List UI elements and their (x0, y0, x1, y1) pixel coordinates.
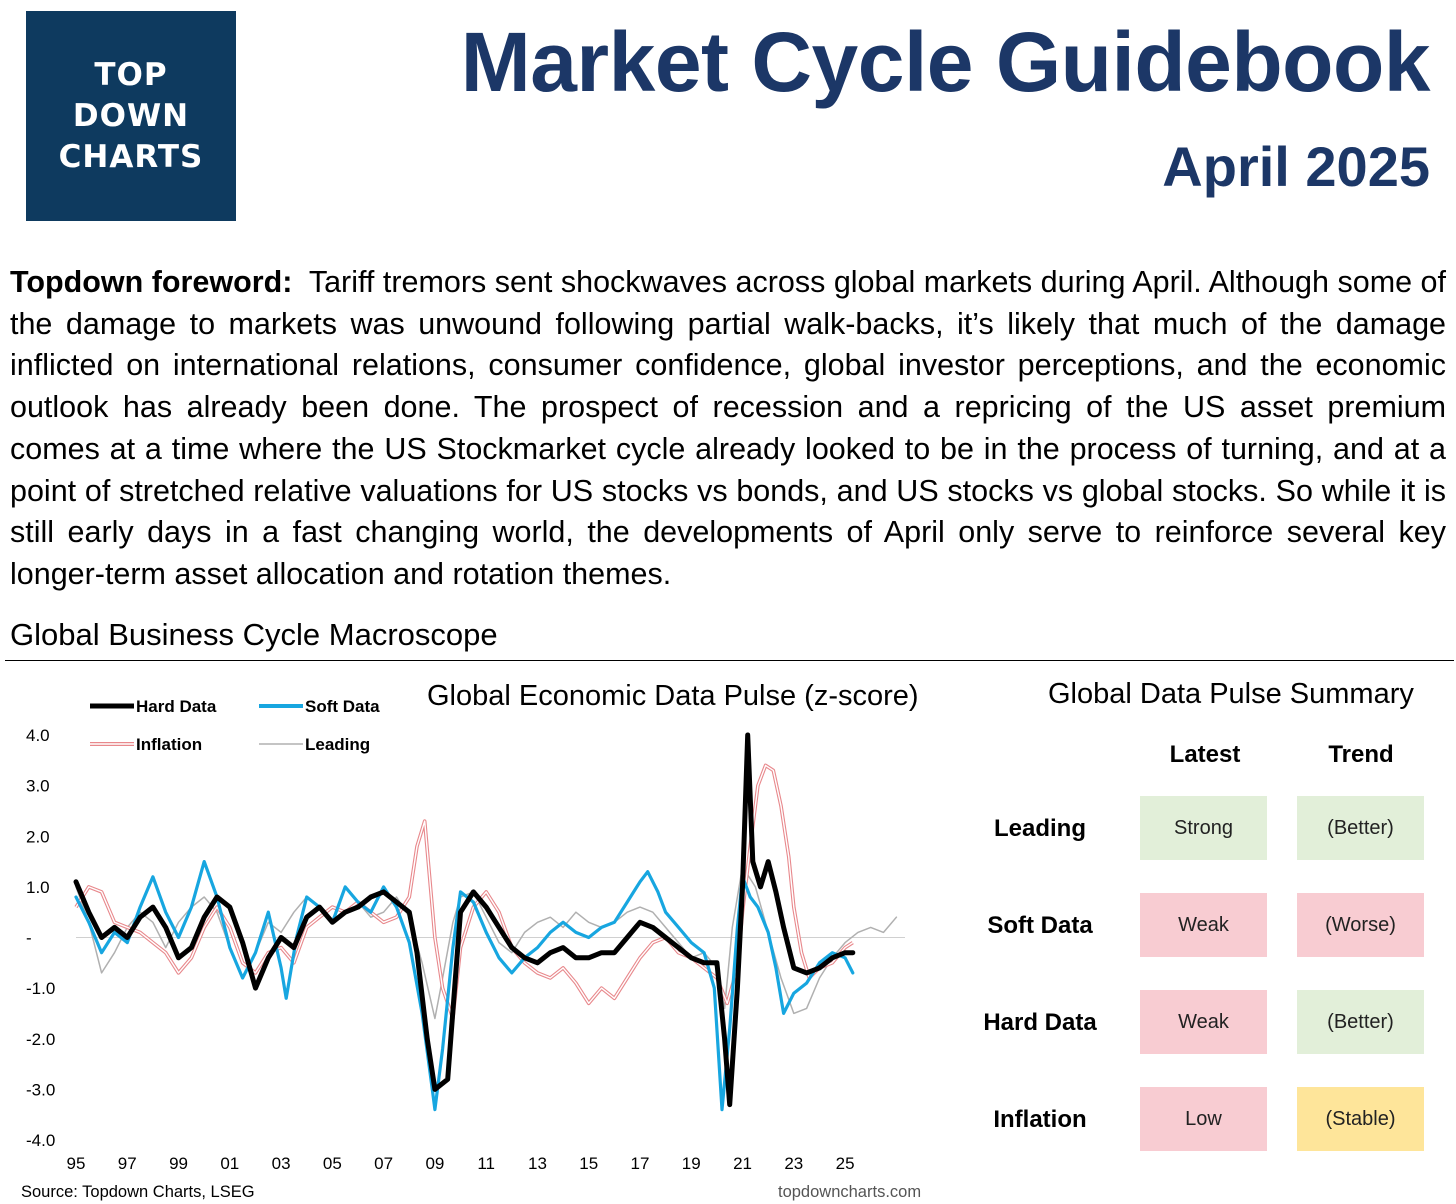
x-tick-label: 23 (784, 1154, 803, 1173)
foreword-label: Topdown foreword: (10, 265, 293, 299)
foreword-paragraph: Topdown foreword: Tariff tremors sent sh… (10, 262, 1446, 596)
x-tick-label: 13 (528, 1154, 547, 1173)
y-tick-label: -2.0 (26, 1030, 55, 1049)
y-tick-label: -3.0 (26, 1080, 55, 1099)
x-tick-label: 01 (220, 1154, 239, 1173)
x-tick-label: 03 (272, 1154, 291, 1173)
cell-hard-data-trend: (Better) (1297, 990, 1424, 1054)
series-line-hard-data (73, 732, 856, 1108)
series-line-leading (75, 865, 898, 1020)
x-tick-label: 97 (118, 1154, 137, 1173)
y-tick-label: 2.0 (26, 827, 50, 846)
foreword-text: Tariff tremors sent shockwaves across gl… (10, 265, 1446, 591)
x-tick-label: 09 (425, 1154, 444, 1173)
logo-line-2: DOWN (72, 97, 190, 134)
x-tick-label: 11 (477, 1154, 495, 1173)
cell-soft-data-latest: Weak (1140, 893, 1267, 957)
section-title: Global Business Cycle Macroscope (10, 617, 498, 652)
data-pulse-chart: 4.0 3.0 2.0 1.0 - -1.0 -2.0 -3.0 -4.0 95 97 99 01 03… (26, 697, 905, 1173)
row-label-hard-data: Hard Data (983, 1009, 1097, 1036)
series-layer (73, 732, 898, 1112)
x-tick-label: 15 (579, 1154, 598, 1173)
x-tick-label: 07 (374, 1154, 393, 1173)
x-tick-label: 05 (323, 1154, 342, 1173)
top-down-charts-logo: TOP DOWN CHARTS (26, 11, 236, 221)
cell-leading-latest: Strong (1140, 796, 1267, 860)
x-axis: 95 97 99 01 03 05 07 09 11 13 15 17 19 21 23 25 (67, 1154, 855, 1173)
chart-legend: Hard Data Soft Data Inflation Leading (90, 697, 380, 754)
col-head-latest: Latest (1169, 741, 1241, 768)
row-label-soft-data: Soft Data (987, 912, 1093, 939)
legend-inflation: Inflation (136, 735, 202, 754)
y-tick-label: - (26, 929, 32, 948)
y-tick-label: -4.0 (26, 1131, 55, 1150)
page-title: Market Cycle Guidebook (460, 15, 1431, 109)
chart-source: Source: Topdown Charts, LSEG (21, 1183, 255, 1201)
x-tick-label: 99 (169, 1154, 188, 1173)
x-tick-label: 21 (733, 1154, 752, 1173)
col-head-trend: Trend (1328, 741, 1394, 768)
section-divider (5, 660, 1454, 661)
x-tick-label: 25 (836, 1154, 855, 1173)
logo-line-1: TOP (94, 56, 168, 93)
row-label-leading: Leading (993, 815, 1086, 842)
x-tick-label: 19 (682, 1154, 701, 1173)
legend-leading: Leading (305, 735, 370, 754)
issue-date: April 2025 (1162, 135, 1430, 198)
y-tick-label: 3.0 (26, 777, 50, 796)
y-tick-label: 4.0 (26, 726, 50, 745)
y-tick-label: 1.0 (26, 878, 50, 897)
y-axis: 4.0 3.0 2.0 1.0 - -1.0 -2.0 -3.0 -4.0 (26, 726, 55, 1150)
x-tick-label: 17 (631, 1154, 650, 1173)
row-label-inflation: Inflation (993, 1106, 1087, 1133)
chart-watermark: topdowncharts.com (778, 1183, 922, 1201)
cell-hard-data-latest: Weak (1140, 990, 1267, 1054)
legend-hard-data: Hard Data (136, 697, 217, 716)
chart-title: Global Economic Data Pulse (z-score) (427, 680, 919, 712)
x-tick-label: 95 (67, 1154, 86, 1173)
cell-soft-data-trend: (Worse) (1297, 893, 1424, 957)
cell-leading-trend: (Better) (1297, 796, 1424, 860)
summary-title: Global Data Pulse Summary (1048, 678, 1414, 710)
logo-line-3: CHARTS (58, 138, 204, 175)
legend-soft-data: Soft Data (305, 697, 380, 716)
cell-inflation-trend: (Stable) (1297, 1087, 1424, 1151)
cell-inflation-latest: Low (1140, 1087, 1267, 1151)
y-tick-label: -1.0 (26, 979, 55, 998)
